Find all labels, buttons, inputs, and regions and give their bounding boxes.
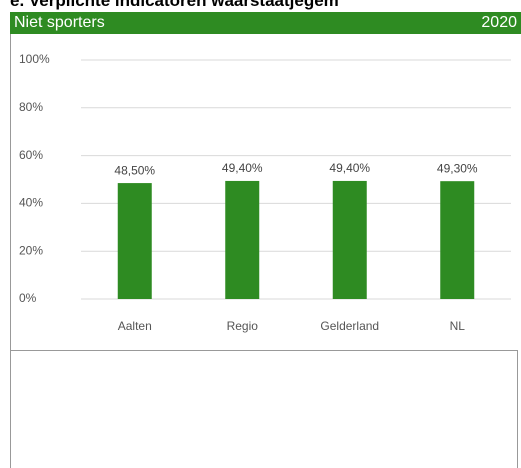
- chart: 0% 20% 40% 60% 80% 100% Aalten 48,50% Regio 49,40…: [19, 52, 511, 333]
- data-label: 49,40%: [329, 161, 370, 175]
- y-tick-label: 100%: [19, 52, 50, 66]
- chart-subtitle: 2020: [481, 14, 517, 31]
- data-label: 49,40%: [222, 161, 263, 175]
- x-tick-label: Regio: [227, 319, 259, 333]
- chart-box: 0% 20% 40% 60% 80% 100% Aalten 48,50% Regio 49,40…: [10, 34, 521, 350]
- bar: [225, 180, 260, 299]
- data-label: 49,30%: [437, 161, 478, 175]
- chart-title: Niet sporters: [14, 14, 105, 31]
- x-tick-label: NL: [450, 319, 466, 333]
- y-tick-label: 0%: [19, 291, 37, 305]
- y-tick-label: 40%: [19, 196, 43, 210]
- page-title: e. Verplichte indicatoren waarstaatjegem: [10, 0, 339, 10]
- bar: [440, 181, 475, 299]
- data-label: 48,50%: [114, 163, 155, 177]
- bar: [117, 183, 152, 299]
- bar: [332, 180, 367, 299]
- y-tick-label: 60%: [19, 148, 43, 162]
- x-tick-label: Aalten: [118, 319, 152, 333]
- x-tick-label: Gelderland: [320, 319, 379, 333]
- y-tick-label: 20%: [19, 243, 43, 257]
- description: [10, 350, 518, 468]
- panel-header: Niet sporters 2020: [10, 12, 521, 34]
- y-tick-label: 80%: [19, 100, 43, 114]
